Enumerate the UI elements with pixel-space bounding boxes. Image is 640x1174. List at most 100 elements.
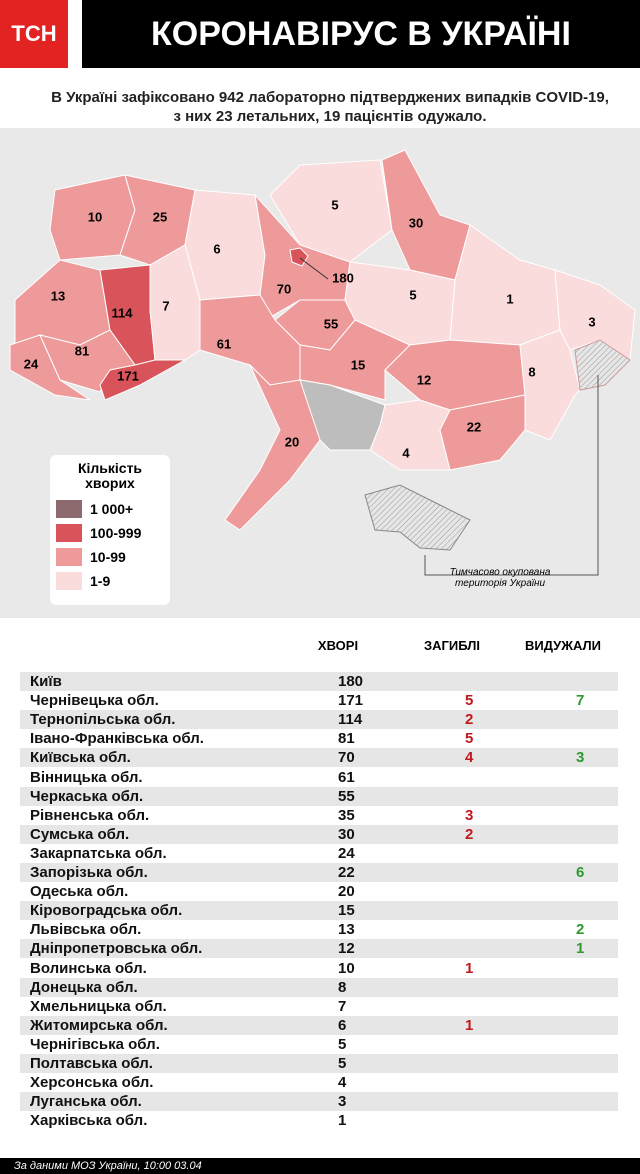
cell-value: 81: [338, 730, 355, 748]
cell-value: 7: [576, 692, 585, 710]
region-value: 25: [153, 209, 167, 224]
cell-value: 2: [465, 711, 474, 729]
cell-value: 1: [338, 1112, 347, 1130]
cell-value: 5: [338, 1035, 347, 1053]
region-value: 5: [409, 287, 416, 302]
region: [224, 364, 331, 531]
region-value: 30: [409, 215, 423, 230]
table-row: Одеська обл. 20: [20, 882, 618, 901]
cell-value: 12: [338, 940, 355, 958]
cell-value: 8: [338, 978, 347, 996]
region-value: 4: [402, 445, 410, 460]
cell-value: 3: [576, 749, 585, 767]
region-value: 13: [51, 288, 65, 303]
cell-value: 55: [338, 787, 355, 805]
region-name: Хмельницька обл.: [30, 997, 167, 1015]
table-row: Житомирська обл. 6 1: [20, 1015, 618, 1035]
legend-label: 1-9: [90, 573, 111, 589]
region-name: Чернівецька обл.: [30, 692, 159, 710]
cell-value: 1: [576, 940, 585, 958]
cell-value: 180: [338, 673, 364, 690]
table-row: Дніпропетровська обл. 12 1: [20, 939, 618, 959]
column-header: ЗАГИБЛІ: [424, 638, 480, 653]
cell-value: 2: [576, 921, 585, 939]
table-row: Івано-Франківська обл. 81 5: [20, 729, 618, 748]
cell-value: 30: [338, 825, 355, 843]
legend-item: 100-999: [50, 521, 170, 545]
legend-item: 1-9: [50, 569, 170, 593]
region-value: 6: [213, 241, 220, 256]
table-row: Черкаська обл. 55: [20, 786, 618, 806]
cell-value: 6: [338, 1016, 347, 1034]
region-name: Київська обл.: [30, 749, 131, 767]
cell-value: 5: [465, 730, 474, 748]
region-name: Донецька обл.: [30, 978, 138, 996]
region-name: Житомирська обл.: [30, 1016, 168, 1034]
region-name: Закарпатська обл.: [30, 844, 167, 862]
cell-value: 2: [465, 825, 474, 843]
cell-value: 5: [465, 692, 474, 710]
table-row: Волинська обл. 10 1: [20, 959, 618, 978]
region-value: 10: [88, 209, 102, 224]
legend-swatch: [56, 572, 82, 590]
region-name: Полтавська обл.: [30, 1055, 153, 1072]
region-name: Запорізька обл.: [30, 864, 148, 881]
region: [149, 244, 201, 361]
region-name: Львівська обл.: [30, 921, 142, 939]
title: КОРОНАВІРУС В УКРАЇНІ: [82, 0, 640, 68]
table-row: Вінницька обл. 61: [20, 768, 618, 787]
column-header: ХВОРІ: [317, 638, 359, 653]
legend-label: 100-999: [90, 525, 142, 541]
table-row: Київ 180: [20, 672, 618, 691]
region-value: 171: [117, 368, 139, 383]
cell-value: 7: [338, 997, 347, 1015]
legend-swatch: [56, 548, 82, 566]
table-row: Кіровоградська обл. 15: [20, 901, 618, 921]
legend: Кількість хворих 1 000+ 100-999 10-99 1-9: [50, 455, 170, 605]
table-row: Рівненська обл. 35 3: [20, 806, 618, 825]
region-no-data: [299, 379, 386, 451]
region-name: Дніпропетровська обл.: [30, 940, 203, 958]
cell-value: 6: [576, 864, 585, 881]
cell-value: 4: [465, 749, 474, 767]
region-name: Харківська обл.: [30, 1112, 148, 1130]
callout-line: [299, 257, 329, 280]
table-row: Чернівецька обл. 171 5 7: [20, 691, 618, 710]
table-row: Херсонська обл. 4: [20, 1073, 618, 1092]
cell-value: 15: [338, 902, 355, 920]
region: [99, 359, 187, 401]
table-row: Сумська обл. 30 2: [20, 824, 618, 844]
cell-value: 1: [465, 1016, 474, 1034]
region-value: 81: [75, 343, 89, 358]
legend-swatch: [56, 524, 82, 542]
legend-label: 10-99: [90, 549, 126, 565]
cell-value: 1: [465, 959, 474, 977]
region-value: 180: [332, 270, 354, 285]
region-name: Волинська обл.: [30, 959, 147, 977]
region-name: Черкаська обл.: [30, 787, 144, 805]
region-value: 3: [588, 314, 595, 329]
region: [439, 394, 526, 471]
region-value: 55: [324, 316, 338, 331]
region-value: 20: [285, 434, 299, 449]
occupied-note: Тимчасово окупована територія України: [450, 567, 551, 589]
table-row: Чернігівська обл. 5: [20, 1035, 618, 1054]
table-row: Закарпатська обл. 24: [20, 844, 618, 863]
region-value: 15: [351, 357, 365, 372]
region-value: 5: [331, 197, 338, 212]
table-row: Харківська обл. 1: [20, 1111, 618, 1130]
region-value: 1: [506, 291, 513, 306]
occupied-donbas: [574, 339, 631, 391]
table-row: Донецька обл. 8: [20, 977, 618, 997]
legend-label: 1 000+: [90, 501, 134, 517]
region-value: 70: [277, 281, 291, 296]
table-row: Полтавська обл. 5: [20, 1054, 618, 1073]
cell-value: 13: [338, 921, 355, 939]
cell-value: 114: [338, 711, 363, 729]
region-value: 24: [24, 356, 39, 371]
region: [289, 247, 309, 267]
legend-item: 1 000+: [50, 497, 170, 521]
cell-value: 22: [338, 864, 355, 881]
region-name: Луганська обл.: [30, 1093, 142, 1111]
